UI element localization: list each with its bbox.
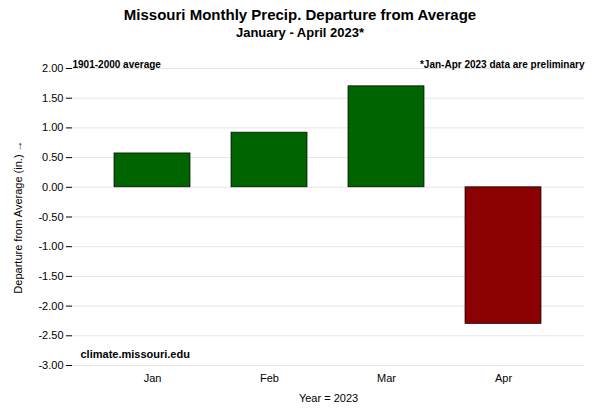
svg-text:-3.00: -3.00 bbox=[38, 359, 63, 371]
svg-text:0.50: 0.50 bbox=[42, 151, 63, 163]
svg-text:Departure from Average (in.) →: Departure from Average (in.) → bbox=[12, 140, 24, 293]
svg-text:-1.00: -1.00 bbox=[38, 240, 63, 252]
svg-text:*Jan-Apr 2023 data are prelimi: *Jan-Apr 2023 data are preliminary bbox=[420, 59, 585, 70]
svg-text:1.50: 1.50 bbox=[42, 92, 63, 104]
svg-text:1901-2000 average: 1901-2000 average bbox=[73, 59, 162, 70]
svg-text:climate.missouri.edu: climate.missouri.edu bbox=[81, 348, 190, 360]
svg-text:-2.00: -2.00 bbox=[38, 300, 63, 312]
svg-text:Mar: Mar bbox=[377, 372, 396, 384]
svg-text:2.00: 2.00 bbox=[42, 62, 63, 74]
svg-text:1.00: 1.00 bbox=[42, 121, 63, 133]
svg-text:Year = 2023: Year = 2023 bbox=[299, 392, 358, 404]
html-text:Missouri Monthly Precip. Depar: Missouri Monthly Precip. Departure from … bbox=[123, 6, 477, 23]
svg-text:-0.50: -0.50 bbox=[38, 211, 63, 223]
html-text:January - April 2023*: January - April 2023* bbox=[235, 25, 365, 40]
svg-text:-2.50: -2.50 bbox=[38, 329, 63, 341]
svg-text:0.00: 0.00 bbox=[42, 181, 63, 193]
svg-text:-1.50: -1.50 bbox=[38, 270, 63, 282]
svg-text:Apr: Apr bbox=[495, 372, 512, 384]
svg-text:Jan: Jan bbox=[144, 372, 162, 384]
svg-text:Feb: Feb bbox=[260, 372, 279, 384]
